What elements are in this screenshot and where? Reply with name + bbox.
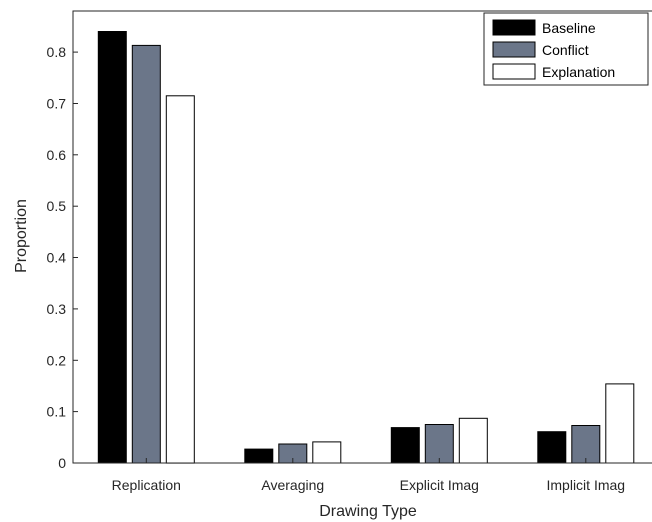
plot-frame — [72, 10, 652, 464]
bar-explanation-averaging — [312, 441, 342, 464]
y-tick-label: 0.8 — [47, 44, 67, 60]
y-tick-label: 0.7 — [47, 96, 67, 112]
x-tick-label: Explicit Imag — [400, 477, 479, 493]
y-axis-title: Proportion — [13, 199, 30, 273]
x-tick-label: Implicit Imag — [547, 477, 626, 493]
y-tick-label: 0 — [58, 455, 66, 471]
y-tick-label: 0.6 — [47, 147, 67, 163]
x-tick-label: Replication — [112, 477, 181, 493]
legend-swatch-conflict — [492, 41, 536, 58]
y-tick-label: 0.3 — [47, 301, 67, 317]
legend-label-baseline: Baseline — [542, 20, 596, 36]
legend-label-conflict: Conflict — [542, 42, 589, 58]
x-axis-title: Drawing Type — [319, 503, 417, 520]
bar-conflict-implicit-imag — [571, 425, 601, 464]
bar-explanation-replication — [165, 95, 195, 464]
bar-conflict-replication — [131, 44, 161, 464]
bar-baseline-averaging — [244, 448, 274, 464]
y-tick-label: 0.5 — [47, 198, 67, 214]
y-tick-label: 0.4 — [47, 250, 67, 266]
y-ticks-group: 0 0.1 0.2 0.3 0.4 0.5 0.6 0.7 0.8 — [47, 44, 78, 471]
x-ticks-group: Replication Averaging Explicit Imag Implici… — [112, 458, 625, 493]
bar-conflict-explicit-imag — [424, 424, 454, 464]
y-tick-label: 0.1 — [47, 404, 67, 420]
legend-swatch-explanation — [492, 63, 536, 80]
bar-explanation-implicit-imag — [605, 383, 635, 464]
bar-explanation-explicit-imag — [458, 417, 488, 464]
y-tick-label: 0.2 — [47, 352, 67, 368]
x-tick-label: Averaging — [261, 477, 324, 493]
legend: Baseline Conflict Explanation — [483, 12, 649, 86]
bar-baseline-implicit-imag — [537, 431, 567, 464]
axes-group — [72, 10, 652, 464]
bars-group — [97, 31, 635, 464]
legend-label-explanation: Explanation — [542, 64, 615, 80]
bar-baseline-replication — [97, 31, 127, 464]
legend-swatch-baseline — [492, 19, 536, 36]
bar-baseline-explicit-imag — [390, 427, 420, 464]
